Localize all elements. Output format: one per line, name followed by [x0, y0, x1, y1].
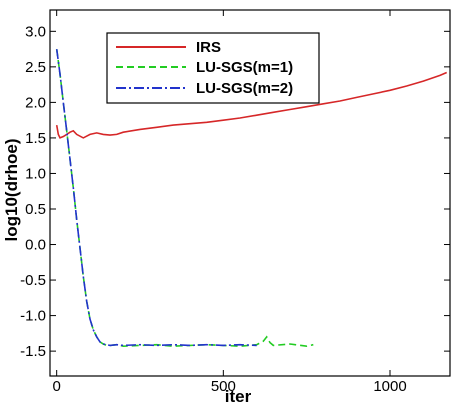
x-tick-label: 1000 — [373, 378, 406, 395]
y-tick-label: 1.0 — [25, 165, 46, 182]
y-tick-label: 0.5 — [25, 201, 46, 218]
series-group — [55, 48, 448, 348]
legend: IRS LU-SGS(m=1) LU-SGS(m=2) — [106, 32, 320, 104]
plot-area-frame — [49, 9, 451, 377]
x-tick-label: 0 — [52, 378, 60, 395]
y-tick-label: 3.0 — [25, 23, 46, 40]
x-tick-label: 500 — [211, 378, 236, 395]
y-tick-label: 0.0 — [25, 237, 46, 254]
y-tick-label: -0.5 — [20, 272, 46, 289]
x-axis-title: iter — [225, 387, 252, 406]
y-tick-label: 1.5 — [25, 130, 46, 147]
series-line-irs — [55, 71, 448, 139]
legend-label-lusgs-m1: LU-SGS(m=1) — [196, 59, 293, 76]
y-tick-label: 2.0 — [25, 94, 46, 111]
ticks: 0 500 1000 -1.5 -1.0 -0.5 0.0 0.5 1.0 1.5 2.0 2.5 3.… — [20, 10, 450, 395]
y-axis-title: log10(drhoe) — [2, 139, 21, 242]
y-tick-label: -1.0 — [20, 308, 46, 325]
series-line-lu-sgs-m-2 — [55, 48, 257, 347]
legend-label-lusgs-m2: LU-SGS(m=2) — [196, 80, 293, 97]
y-tick-label: -1.5 — [20, 343, 46, 360]
y-tick-label: 2.5 — [25, 59, 46, 76]
legend-label-irs: IRS — [196, 39, 221, 56]
